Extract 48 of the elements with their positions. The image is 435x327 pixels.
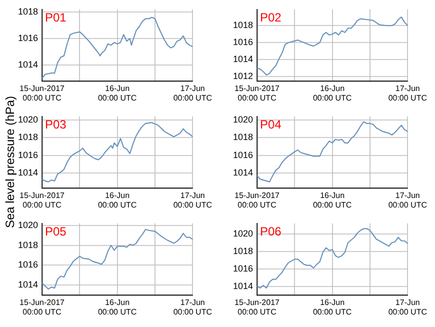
x-tick-label: 17-Jun 00:00 UTC <box>173 191 212 210</box>
y-tick-label: 1016 <box>18 260 38 270</box>
y-tick-label: 1014 <box>18 60 38 70</box>
y-tick-label: 1016 <box>18 33 38 44</box>
chart-title: P04 <box>260 118 282 132</box>
x-tick-label: 15-Jun-2017 00:00 UTC <box>234 298 280 317</box>
x-tick-label: 15-Jun-2017 00:00 UTC <box>234 191 280 210</box>
y-tick-label: 1014 <box>232 280 253 291</box>
x-tick-label: 16-Jun 00:00 UTC <box>312 191 352 210</box>
y-tick-label: 1020 <box>232 114 253 124</box>
y-tick-label: 1020 <box>18 114 38 124</box>
chart-title: P03 <box>45 118 67 132</box>
y-tick-label: 1020 <box>232 228 253 238</box>
x-tick-label: 16-Jun 00:00 UTC <box>98 191 137 210</box>
x-tick-label: 16-Jun 00:00 UTC <box>98 298 137 317</box>
x-tick-label: 17-Jun 00:00 UTC <box>173 84 212 103</box>
chart-title: P05 <box>45 224 67 239</box>
y-tick-label: 1018 <box>232 20 253 30</box>
y-tick-label: 1016 <box>18 150 38 160</box>
x-tick-label: 16-Jun 00:00 UTC <box>312 298 352 317</box>
y-tick-label: 1018 <box>18 240 38 250</box>
y-tick-label: 1016 <box>232 263 253 274</box>
x-tick-label: 17-Jun 00:00 UTC <box>173 298 212 317</box>
y-tick-label: 1014 <box>232 54 253 64</box>
x-tick-label: 15-Jun-2017 00:00 UTC <box>234 84 280 103</box>
y-tick-label: 1016 <box>232 37 253 48</box>
x-tick-label: 17-Jun 00:00 UTC <box>388 191 428 210</box>
y-tick-label: 1018 <box>18 132 38 142</box>
y-tick-label: 1016 <box>232 150 253 160</box>
y-tick-label: 1018 <box>232 132 253 142</box>
y-tick-label: 1018 <box>18 6 38 17</box>
y-tick-label: 1014 <box>232 167 253 178</box>
y-tick-label: 1018 <box>232 246 253 256</box>
chart-title: P06 <box>260 224 282 239</box>
y-tick-label: 1012 <box>232 71 253 82</box>
y-tick-label: 1020 <box>18 220 38 230</box>
y-tick-label: 1014 <box>18 280 38 290</box>
x-tick-label: 17-Jun 00:00 UTC <box>388 84 428 103</box>
x-tick-label: 16-Jun 00:00 UTC <box>98 84 137 103</box>
x-tick-label: 15-Jun-2017 00:00 UTC <box>20 298 66 317</box>
y-axis-title: Sea level pressure (hPa) <box>3 94 17 230</box>
chart-title: P01 <box>45 10 67 25</box>
x-tick-label: 16-Jun 00:00 UTC <box>312 84 352 103</box>
x-tick-label: 17-Jun 00:00 UTC <box>388 298 428 317</box>
x-tick-label: 15-Jun-2017 00:00 UTC <box>20 84 66 103</box>
x-tick-label: 15-Jun-2017 00:00 UTC <box>20 191 66 210</box>
y-tick-label: 1014 <box>18 167 38 178</box>
chart-title: P02 <box>260 10 282 25</box>
